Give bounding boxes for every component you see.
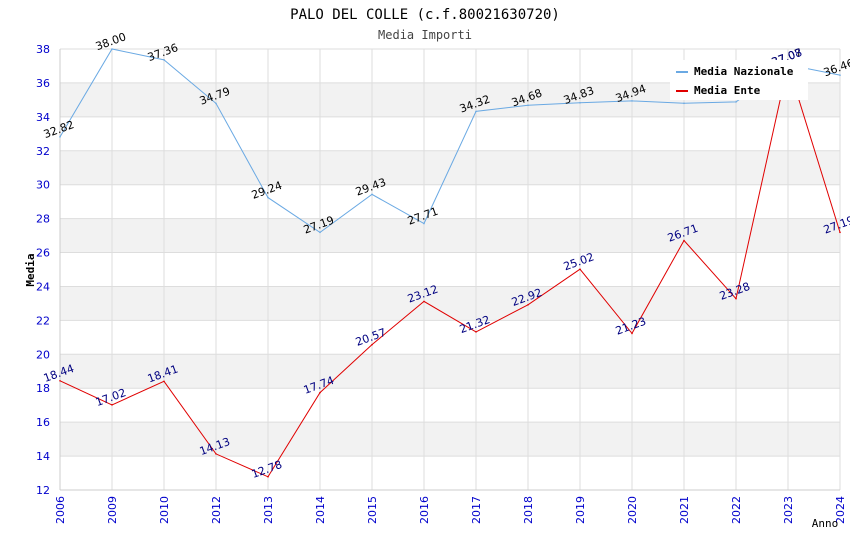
data-point [631, 100, 633, 102]
x-tick-label: 2024 [834, 496, 847, 524]
data-point [423, 300, 425, 303]
data-point [319, 231, 321, 234]
x-tick-label: 2022 [730, 496, 743, 524]
data-point [215, 453, 217, 455]
y-tick-label: 26 [36, 247, 50, 260]
legend: Media Nazionale Media Ente [670, 60, 808, 100]
y-axis-label: Media [24, 253, 37, 286]
x-tick-label: 2013 [262, 496, 275, 524]
data-label: 17.02 [94, 386, 128, 409]
x-tick-label: 2016 [418, 496, 431, 524]
x-tick-label: 2019 [574, 496, 587, 524]
data-point [683, 102, 685, 105]
data-point [111, 404, 113, 406]
data-point [839, 231, 841, 234]
y-tick-label: 36 [36, 77, 50, 90]
y-tick-label: 30 [36, 179, 50, 192]
data-label: 37.36 [146, 41, 180, 64]
data-point [163, 59, 165, 61]
y-tick-label: 20 [36, 348, 50, 361]
y-axis-ticks: 12 14 16 18 20 22 24 26 28 30 32 34 36 38 [36, 43, 50, 497]
series-lines [59, 48, 841, 478]
data-point [111, 48, 113, 50]
y-tick-label: 24 [36, 280, 50, 293]
grid-lines [59, 48, 841, 491]
data-label: 12.78 [250, 458, 284, 481]
data-point [215, 102, 217, 105]
data-point [579, 268, 581, 270]
data-point [423, 222, 425, 225]
x-tick-label: 2010 [158, 496, 171, 524]
y-tick-label: 18 [36, 382, 50, 395]
grid-band [60, 218, 840, 253]
y-tick-label: 22 [36, 314, 50, 327]
data-point [59, 136, 61, 138]
chart-subtitle: Media Importi [378, 28, 472, 42]
grid-band [60, 422, 840, 457]
y-tick-label: 32 [36, 145, 50, 158]
y-tick-label: 28 [36, 213, 50, 226]
x-tick-label: 2014 [314, 496, 327, 524]
x-tick-label: 2015 [366, 496, 379, 524]
x-tick-label: 2012 [210, 496, 223, 524]
series-line-media-nazionale [59, 48, 841, 234]
data-point [735, 297, 737, 300]
y-tick-label: 12 [36, 484, 50, 497]
x-tick-label: 2021 [678, 496, 691, 524]
data-point [59, 379, 61, 382]
x-tick-label: 2018 [522, 496, 535, 524]
data-point [527, 303, 529, 306]
y-tick-label: 38 [36, 43, 50, 56]
data-label: 38.00 [94, 30, 128, 53]
y-tick-label: 14 [36, 450, 50, 463]
data-point [371, 193, 373, 196]
x-tick-label: 2023 [782, 496, 795, 524]
data-point [163, 380, 165, 383]
data-point [267, 196, 269, 199]
x-tick-label: 2009 [106, 496, 119, 524]
axes [59, 49, 840, 491]
data-point [475, 110, 477, 113]
data-point [735, 101, 737, 103]
chart-title: PALO DEL COLLE (c.f.80021630720) [290, 7, 560, 23]
legend-label-media-nazionale: Media Nazionale [694, 65, 794, 78]
data-point [267, 475, 269, 478]
legend-label-media-ente: Media Ente [694, 84, 761, 97]
x-tick-label: 2020 [626, 496, 639, 524]
data-point [527, 104, 529, 107]
legend-box [670, 60, 808, 100]
data-point [319, 391, 321, 394]
grid-band [60, 286, 840, 321]
y-tick-label: 34 [36, 111, 50, 124]
grid-band [60, 354, 840, 389]
data-point [475, 331, 477, 333]
series-line-media-ente [59, 62, 841, 478]
data-point [371, 343, 373, 346]
x-tick-label: 2017 [470, 496, 483, 524]
data-point [683, 239, 685, 242]
data-point [839, 74, 841, 76]
data-point [579, 101, 581, 104]
x-axis-ticks: 2006 2009 2010 2012 2013 2014 2015 2016 2017 2018… [54, 496, 847, 524]
y-tick-label: 16 [36, 416, 50, 429]
data-label: 36.46 [822, 56, 850, 79]
x-axis-label: Anno [812, 517, 839, 530]
x-tick-label: 2006 [54, 496, 67, 524]
data-point [631, 332, 633, 335]
